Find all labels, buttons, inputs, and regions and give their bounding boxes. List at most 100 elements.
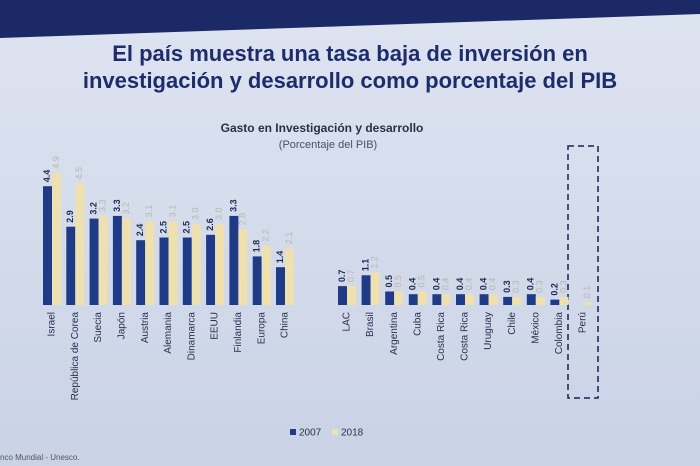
value-label: 2.5 [182, 221, 192, 234]
chart-subtitle: (Porcentaje del PIB) [279, 139, 377, 151]
bar [417, 291, 427, 305]
top-band [0, 0, 700, 38]
bar [206, 234, 216, 305]
value-label: 3.3 [97, 199, 107, 212]
value-label: 0.4 [487, 278, 497, 291]
value-label: 3.2 [121, 202, 131, 215]
x-tick-label: EEUU [210, 312, 221, 340]
value-label: 3.3 [112, 199, 122, 212]
bar [535, 296, 545, 305]
bar [145, 221, 155, 305]
legend-swatch [332, 429, 338, 435]
value-label: 2.5 [158, 221, 168, 234]
title-box: El país muestra una tasa baja de inversi… [83, 41, 617, 93]
bar [456, 294, 465, 305]
value-label: 0.7 [337, 270, 347, 283]
bar [52, 172, 61, 305]
value-label: 2.9 [65, 210, 75, 223]
value-label: 0.1 [582, 286, 592, 299]
bar [479, 294, 489, 305]
value-label: 0.4 [478, 278, 488, 291]
bar [385, 291, 395, 305]
bar [66, 226, 76, 305]
bar [347, 286, 356, 305]
legend-label: 2007 [299, 428, 322, 439]
x-tick-label: Costa Rica [460, 312, 471, 361]
x-tick-label: Perú [578, 312, 589, 333]
bar [512, 296, 522, 305]
value-label: 2.1 [284, 232, 294, 245]
x-tick-label: Costa Rica [436, 312, 447, 361]
x-tick-label: Israel [47, 312, 58, 336]
x-tick-label: Austria [140, 312, 151, 344]
x-tick-label: Finlandia [233, 312, 244, 353]
x-tick-label: Colombia [554, 312, 565, 355]
value-label: 1.2 [369, 256, 379, 269]
value-label: 1.1 [360, 259, 370, 272]
value-label: 0.4 [408, 278, 418, 291]
bar [229, 215, 239, 305]
value-label: 0.3 [558, 280, 568, 293]
value-label: 3.0 [214, 207, 224, 220]
x-tick-label: Suecia [93, 312, 104, 343]
bar [112, 215, 122, 305]
bar [121, 218, 131, 305]
x-tick-label: Uruguay [483, 312, 494, 350]
bar [276, 267, 285, 305]
x-tick-label: Chile [507, 312, 518, 335]
value-label: 3.1 [167, 205, 177, 218]
value-label: 1.8 [252, 240, 262, 253]
value-label: 2.4 [135, 224, 145, 237]
value-label: 1.4 [275, 251, 285, 264]
bar [136, 240, 146, 305]
x-tick-label: China [280, 312, 291, 339]
value-label: 0.4 [464, 278, 474, 291]
bar [168, 221, 178, 305]
value-label: 4.4 [42, 170, 52, 183]
legend-label: 2018 [341, 428, 364, 439]
bar [559, 296, 569, 305]
value-label: 3.0 [191, 207, 201, 220]
value-label: 2.6 [205, 218, 215, 231]
value-label: 2.2 [261, 229, 271, 242]
bar [159, 237, 169, 305]
source: nco Mundial - Unesco. [0, 453, 80, 462]
value-label: 0.3 [511, 280, 521, 293]
bar [89, 218, 99, 305]
legend: 2007 2018 [290, 428, 364, 439]
x-tick-label: Europa [256, 312, 267, 345]
bar [488, 294, 498, 305]
bar [338, 286, 347, 305]
x-tick-label: Brasil [365, 312, 376, 337]
bar [526, 294, 536, 305]
value-label: 0.5 [417, 275, 427, 288]
bar [361, 275, 371, 305]
bar [550, 299, 560, 305]
bar [370, 272, 380, 305]
value-label: 4.5 [74, 167, 84, 180]
x-tick-label: Cuba [412, 312, 423, 336]
value-label: 0.5 [393, 275, 403, 288]
bar [261, 245, 271, 305]
legend-swatch [290, 429, 296, 435]
value-label: 0.5 [384, 275, 394, 288]
value-label: 3.1 [144, 205, 154, 218]
bar [394, 291, 404, 305]
bar [583, 302, 592, 305]
bar [43, 186, 52, 305]
x-tick-label: Alemania [163, 312, 174, 354]
bar [465, 294, 474, 305]
value-label: 0.3 [535, 280, 545, 293]
x-tick-label: México [530, 312, 541, 344]
highlight-box [567, 145, 599, 399]
value-label: 0.2 [549, 283, 559, 296]
value-label: 0.4 [526, 278, 536, 291]
value-label: 2.8 [237, 213, 247, 226]
bar [238, 229, 248, 305]
value-label: 3.2 [88, 202, 98, 215]
bar [75, 183, 85, 305]
chart-subtitle: Gasto en Investigación y desarrollo [221, 121, 424, 135]
x-tick-label: Japón [117, 312, 128, 339]
bar [98, 215, 108, 305]
